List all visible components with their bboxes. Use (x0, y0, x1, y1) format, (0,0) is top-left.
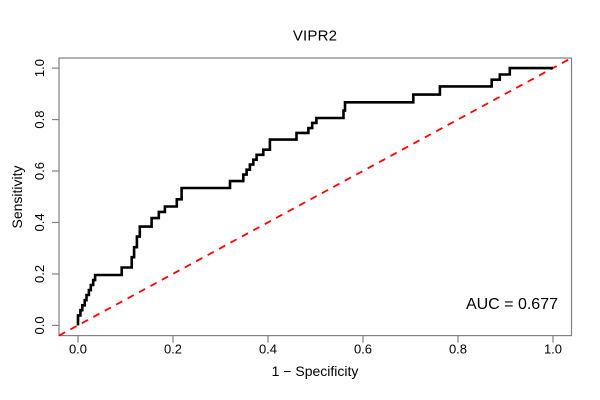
roc-curve-line (76, 66, 553, 326)
x-tick-label: 1.0 (544, 342, 562, 357)
auc-annotation: AUC = 0.677 (465, 296, 558, 313)
x-tick-label: 0.8 (449, 342, 467, 357)
y-axis-label: Sensitivity (9, 165, 25, 229)
chance-diagonal-line (58, 57, 572, 337)
y-tick-label: 0.2 (32, 265, 47, 283)
plot-box (58, 57, 573, 337)
x-tick-label: 0.6 (354, 342, 372, 357)
x-tick-label: 0.0 (69, 342, 87, 357)
y-tick-label: 0.0 (32, 316, 47, 334)
x-tick-label: 0.2 (164, 342, 182, 357)
y-tick-label: 0.8 (32, 111, 47, 129)
x-tick-label: 0.4 (259, 342, 277, 357)
y-tick-label: 0.6 (32, 162, 47, 180)
y-tick-label: 1.0 (32, 59, 47, 77)
y-tick-label: 0.4 (32, 213, 47, 231)
plot-title: VIPR2 (292, 27, 338, 45)
x-axis-label: 1 − Specificity (271, 363, 359, 379)
